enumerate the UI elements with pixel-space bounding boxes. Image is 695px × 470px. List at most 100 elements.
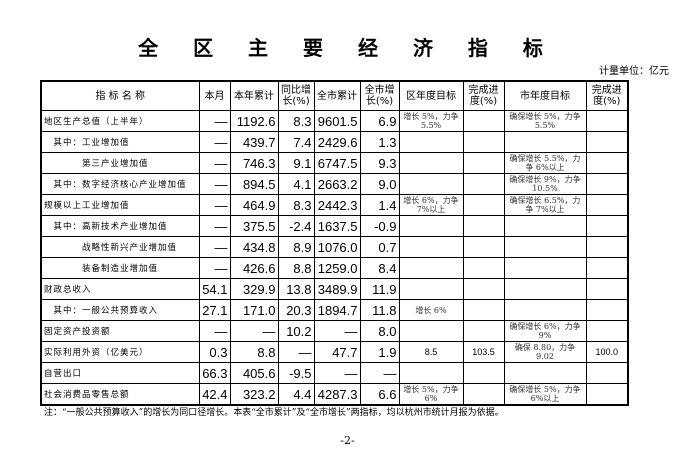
table-cell: -9.5 (277, 362, 315, 384)
table-cell (398, 215, 464, 237)
table-cell: 1076.0 (313, 236, 361, 258)
table-row: 其中：数字经济核心产业增加值 —894.5 4.1 2663.2 9.0 确保增长 9%，… (40, 173, 629, 195)
table-cell (462, 215, 505, 237)
table-cell (398, 362, 464, 384)
table-cell (585, 173, 629, 195)
table-cell: 8.8 (277, 257, 315, 279)
table-cell (462, 194, 505, 216)
table-row: 其中：工业增加值 —439.7 7.4 2429.6 1.3 (40, 131, 629, 153)
table-row: 其中：一般公共预算收入 27.1 171.0 20.3 1894.7 11.8 增长 6% (40, 299, 629, 321)
table-cell (462, 131, 505, 153)
table-cell: 8.3 (277, 194, 315, 216)
table-cell: 464.9 (229, 194, 279, 216)
table-cell: 894.5 (229, 173, 279, 195)
table-cell: 8.3 (277, 110, 315, 132)
table-cell (462, 257, 505, 279)
table-cell: — (198, 131, 231, 153)
table-cell (398, 236, 464, 258)
table-cell: — (359, 362, 400, 384)
table-cell: 100.0 (585, 341, 629, 363)
table-cell: 9.3 (359, 152, 400, 174)
table-cell: — (313, 362, 361, 384)
table-cell: 11.9 (359, 278, 400, 300)
indicator-name: 财政总收入 (40, 278, 200, 300)
table-cell (585, 362, 629, 384)
indicator-name: 固定资产投资额 (40, 320, 200, 342)
indicator-name: 第三产业增加值 (40, 152, 200, 174)
table-cell: 375.5 (229, 215, 279, 237)
table-cell: — (198, 152, 231, 174)
table-cell (585, 152, 629, 174)
footnote: 注：“一般公共预算收入”的增长为同口径增长。本表“全市累计”及“全市增长”两指标… (44, 408, 504, 418)
table-cell: 42.4 (198, 383, 231, 406)
indicator-name: 装备制造业增加值 (40, 257, 200, 279)
table-cell (585, 320, 629, 342)
table-cell: 确保增长 9%，力争 10.5% (503, 173, 587, 195)
table-cell: 6.6 (359, 383, 400, 406)
table-cell: — (313, 320, 361, 342)
table-cell: 66.3 (198, 362, 231, 384)
table-cell: 9.0 (359, 173, 400, 195)
table-cell: 1.4 (359, 194, 400, 216)
table-cell (585, 257, 629, 279)
table-cell: 确保增长 6.5%，力争 7%以上 (503, 194, 587, 216)
table-cell (503, 236, 587, 258)
table-cell: 8.4 (359, 257, 400, 279)
indicator-name: 其中：数字经济核心产业增加值 (40, 173, 200, 195)
table-cell: -0.9 (359, 215, 400, 237)
table-cell: 405.6 (229, 362, 279, 384)
table-cell (398, 152, 464, 174)
table-cell: 8.9 (277, 236, 315, 258)
table-cell (462, 362, 505, 384)
column-header: 完成进度(%) (462, 80, 505, 111)
table-cell (503, 278, 587, 300)
table-cell (585, 236, 629, 258)
table-row: 社会消费品零售总额 42.4 323.2 4.4 4287.3 6.6 增长 5%，力争 6… (40, 383, 629, 406)
indicator-name: 实际利用外资（亿美元） (40, 341, 200, 363)
table-cell: 171.0 (229, 299, 279, 321)
table-cell: 426.6 (229, 257, 279, 279)
table-row: 财政总收入 54.1 329.9 13.8 3489.9 11.9 (40, 278, 629, 300)
table-cell: — (198, 236, 231, 258)
table-cell (585, 194, 629, 216)
table-cell: 2663.2 (313, 173, 361, 195)
table-cell (585, 278, 629, 300)
table-cell: 确保 8.80，力争 9.02 (503, 341, 587, 363)
table-cell (462, 383, 505, 406)
table-cell (462, 299, 505, 321)
table-cell (585, 383, 629, 406)
table-cell: 746.3 (229, 152, 279, 174)
table-cell: 329.9 (229, 278, 279, 300)
table-cell: 4287.3 (313, 383, 361, 406)
table-cell: 4.1 (277, 173, 315, 195)
table-cell: 增长 5%，力争 6% (398, 383, 464, 406)
indicator-name: 战略性新兴产业增加值 (40, 236, 200, 258)
table-row: 固定资产投资额 — —10.2—8.0 确保增长 6%，力争 9% (40, 320, 629, 342)
table-cell (462, 320, 505, 342)
table-row: 自营出口 66.3 405.6 -9.5— — (40, 362, 629, 384)
indicator-name: 其中：高新技术产业增加值 (40, 215, 200, 237)
table-cell: 7.4 (277, 131, 315, 153)
table-cell (462, 110, 505, 132)
table-cell: 增长 6%，力争 7%以上 (398, 194, 464, 216)
table-cell: 确保增长 5%，力争 5.5% (503, 110, 587, 132)
page-number: -2- (340, 434, 355, 447)
table-cell: 2429.6 (313, 131, 361, 153)
column-header: 完成进度(%) (585, 80, 629, 111)
column-header: 同比增长(%) (277, 80, 315, 111)
table-cell: 确保增长 5.5%，力争 6%以上 (503, 152, 587, 174)
indicator-name: 社会消费品零售总额 (40, 383, 200, 406)
table-cell: 8.0 (359, 320, 400, 342)
table-cell (462, 278, 505, 300)
table-cell: 10.2 (277, 320, 315, 342)
table-cell (503, 215, 587, 237)
table-cell (585, 110, 629, 132)
table-cell (503, 131, 587, 153)
table-cell (585, 131, 629, 153)
table-cell: 1894.7 (313, 299, 361, 321)
indicator-name: 规模以上工业增加值 (40, 194, 200, 216)
table-cell: 27.1 (198, 299, 231, 321)
indicator-name: 地区生产总值（上半年） (40, 110, 200, 132)
table-row: 装备制造业增加值 —426.6 8.8 1259.0 8.4 (40, 257, 629, 279)
table-cell: 9601.5 (313, 110, 361, 132)
